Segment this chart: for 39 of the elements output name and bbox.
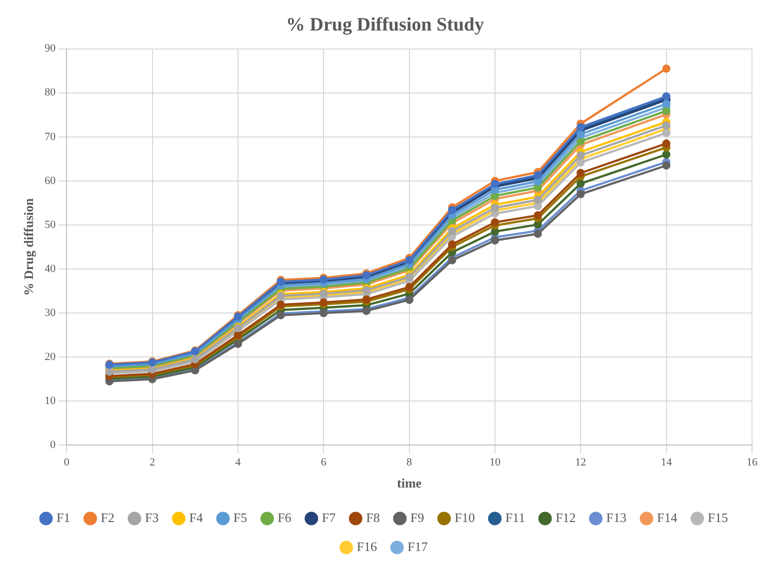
- legend-label: F16: [356, 538, 378, 554]
- y-tick-label: 20: [44, 351, 56, 363]
- legend-label: F17: [408, 538, 428, 554]
- legend-label: F4: [189, 510, 204, 525]
- legend-label: F13: [606, 510, 627, 525]
- x-tick-label: 2: [150, 456, 156, 469]
- legend-label: F3: [144, 510, 159, 525]
- legend-label: F9: [410, 510, 424, 525]
- y-tick-label: 30: [44, 306, 56, 319]
- legend-label: F2: [100, 510, 114, 525]
- legend-label: F11: [505, 510, 526, 525]
- y-tick-label: 40: [44, 262, 56, 275]
- y-tick-label: 0: [50, 439, 56, 452]
- x-tick-label: 14: [660, 456, 672, 469]
- x-tick-label: 10: [489, 456, 501, 469]
- y-tick-label: 90: [44, 42, 56, 55]
- legend-label: F1: [56, 510, 70, 525]
- y-tick-label: 80: [44, 86, 56, 99]
- y-axis-title: % Drug diffusion: [21, 197, 36, 296]
- x-tick-label: 0: [64, 456, 70, 469]
- x-tick-label: 4: [235, 456, 242, 469]
- legend-label: F5: [233, 510, 248, 525]
- x-tick-label: 16: [746, 456, 758, 469]
- x-tick-label: 12: [575, 456, 586, 469]
- legend-label: F8: [366, 510, 380, 525]
- y-tick-label: 50: [44, 218, 56, 231]
- x-axis-title: time: [397, 476, 422, 491]
- legend-label: F14: [657, 510, 678, 525]
- legend-label: F15: [708, 510, 728, 525]
- legend-label: F10: [454, 510, 475, 525]
- chart-title: % Drug Diffusion Study: [286, 14, 484, 36]
- x-tick-label: 8: [406, 456, 413, 469]
- legend-label: F12: [556, 510, 576, 525]
- y-tick-label: 60: [44, 174, 56, 187]
- x-tick-label: 6: [320, 456, 327, 469]
- y-tick-label: 10: [44, 395, 56, 408]
- y-tick-label: 70: [44, 130, 56, 143]
- legend-label: F6: [278, 510, 292, 525]
- legend-label: F7: [322, 510, 336, 525]
